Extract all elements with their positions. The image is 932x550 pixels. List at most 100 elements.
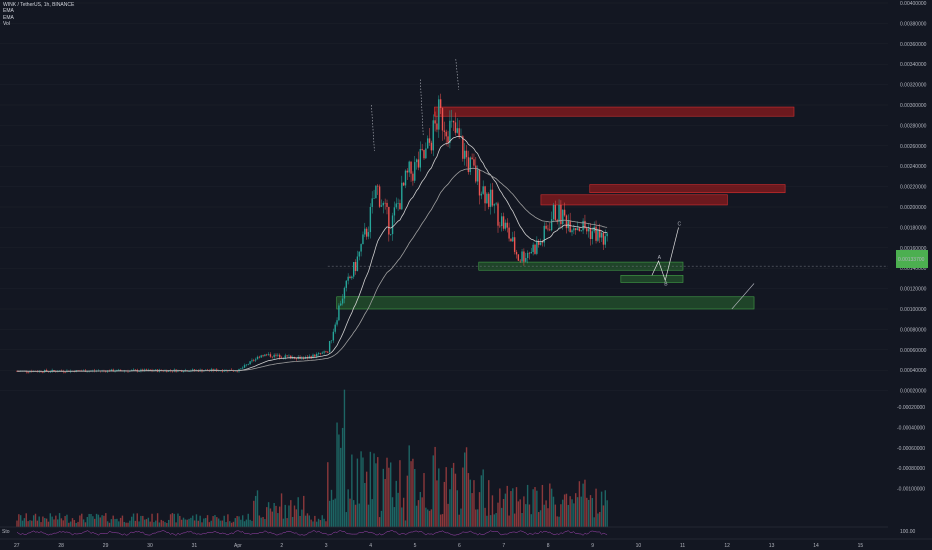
volume-bar [86, 516, 88, 527]
volume-bar [251, 520, 253, 527]
volume-bar [451, 467, 453, 527]
volume-bar [489, 515, 492, 527]
price-tick-label: 0.00360000 [900, 42, 927, 48]
volume-bar [549, 483, 551, 527]
volume-bar [484, 507, 486, 527]
volume-bar [565, 493, 568, 527]
candle-body [340, 303, 342, 306]
time-tick-label: 5 [414, 543, 417, 549]
candle-body [430, 142, 433, 151]
volume-bar [286, 518, 288, 527]
candle-body [221, 370, 224, 372]
volume-bar [123, 521, 125, 527]
candle-body [391, 215, 394, 235]
candle-body [264, 354, 266, 357]
volume-bar [499, 488, 501, 527]
volume-bar [51, 516, 53, 527]
candle-body [525, 258, 527, 262]
price-tick-label: 0.00300000 [900, 103, 927, 109]
volume-bar [90, 514, 92, 527]
volume-bar [526, 484, 529, 527]
volume-bar [116, 518, 118, 527]
volume-bar [467, 473, 470, 527]
candle-body [353, 262, 355, 277]
price-axis[interactable]: 0.00400000 0.00380000 0.00360000 0.00340000… [888, 0, 932, 550]
candle-body [382, 202, 384, 206]
candle-body [578, 228, 581, 232]
volume-bar [478, 492, 481, 527]
volume-bar [108, 522, 111, 527]
volume-bar [595, 488, 597, 527]
candle-body [290, 355, 292, 359]
time-axis[interactable]: Sto 100.00 27 28 29 30 31 Apr 2 3 4 5 6 7 8 9 10 11 12 13 14… [0, 526, 932, 549]
volume-bar [558, 516, 560, 527]
indicator-ema-1[interactable]: EMA [3, 8, 14, 15]
volume-bar [508, 515, 510, 527]
volume-bar [132, 513, 135, 527]
volume-bar [476, 509, 479, 527]
volume-bar [151, 513, 153, 527]
volume-bar [330, 489, 333, 527]
volume-bar [341, 427, 344, 527]
candle-body [327, 351, 329, 353]
chart-legend: WINK / TetherUS, 1h, BINANCE EMA EMA Vol [3, 2, 74, 28]
candle-body [132, 369, 135, 371]
volume-bar [491, 495, 494, 527]
indicator-vol[interactable]: Vol [3, 21, 10, 28]
time-tick-label: 11 [680, 543, 685, 549]
volume-bar [575, 493, 577, 527]
volume-bar [378, 517, 381, 527]
volume-bar [369, 451, 372, 527]
volume-bar [219, 520, 222, 527]
candle-body [512, 237, 514, 242]
volume-bar [171, 513, 174, 527]
volume-bar [571, 499, 573, 527]
volume-bar [314, 515, 316, 527]
candle-body [262, 355, 264, 357]
volume-tick-label: -0.00040000 [897, 425, 925, 431]
volume-bar [256, 490, 259, 527]
volume-bar [465, 447, 468, 527]
candle-body [280, 357, 283, 359]
resistance-zone [589, 184, 786, 194]
volume-bar [525, 504, 527, 527]
volume-bar [519, 499, 521, 527]
candle-body [212, 369, 214, 371]
candle-body [402, 182, 405, 186]
volume-bar [353, 500, 355, 527]
candle-body [484, 186, 486, 204]
candle-body [521, 251, 523, 262]
volume-bar [428, 510, 431, 527]
volume-bar [101, 515, 103, 527]
volume-bar [362, 457, 364, 527]
candle-body [404, 170, 407, 186]
volume-bar [266, 507, 268, 527]
symbol-line[interactable]: WINK / TetherUS, 1h, BINANCE [3, 2, 75, 8]
indicator-ema-2[interactable]: EMA [3, 14, 14, 21]
candle-body [358, 251, 360, 257]
candle-body [114, 371, 116, 372]
candle-body [284, 355, 286, 358]
volume-bar [373, 453, 375, 527]
candle-body [316, 353, 318, 357]
target-arrow [731, 283, 755, 310]
oscillator-pane [0, 528, 888, 538]
volume-bar [602, 505, 605, 527]
volume-bar [497, 502, 499, 527]
volume-bar [127, 522, 129, 527]
volume-bar [95, 513, 98, 527]
volume-bar [399, 460, 401, 527]
candle-body [332, 331, 335, 341]
volume-bar [73, 520, 76, 527]
volume-tick-label: -0.00080000 [897, 466, 925, 472]
volume-bar [223, 515, 225, 527]
projection-label: C [678, 221, 682, 227]
volume-bar [236, 516, 238, 527]
candle-body [580, 230, 582, 232]
volume-bar [573, 503, 575, 527]
volume-bar [247, 513, 249, 527]
time-tick-label: 6 [458, 543, 461, 549]
volume-bar [57, 519, 59, 527]
price-tick-label: 0.00380000 [900, 21, 927, 27]
